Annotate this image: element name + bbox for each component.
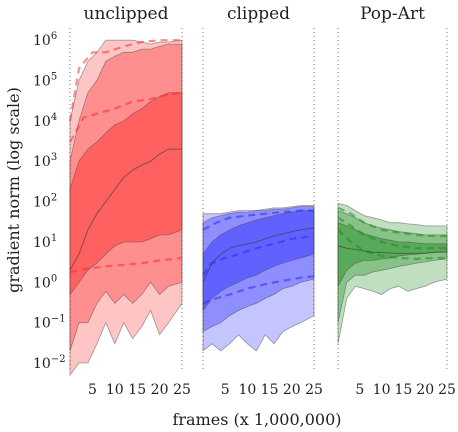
median-line xyxy=(69,148,182,271)
run-line-0 xyxy=(337,228,447,261)
y-tick-label: 106 xyxy=(33,31,57,49)
band-mid xyxy=(202,206,315,333)
y-tick-label: 10−2 xyxy=(33,354,66,372)
x-tick-label: 10 xyxy=(238,382,256,398)
x-tick-label: 25 xyxy=(305,382,323,398)
band-mid xyxy=(69,43,183,352)
x-tick-label: 10 xyxy=(106,382,124,398)
band-outer xyxy=(337,202,448,344)
run-line-2 xyxy=(337,206,447,238)
run-line-0 xyxy=(202,275,315,305)
band-inner xyxy=(69,92,183,296)
panel-title: Pop-Art xyxy=(360,4,425,24)
y-tick-label: 103 xyxy=(33,152,57,170)
panel-title: unclipped xyxy=(84,4,169,24)
run-line-1 xyxy=(337,216,447,250)
x-tick-label: 10 xyxy=(373,382,391,398)
panel-title: clipped xyxy=(227,4,290,24)
x-tick-label: 20 xyxy=(283,382,301,398)
x-tick-label: 5 xyxy=(221,382,230,398)
x-tick-label: 15 xyxy=(128,382,146,398)
ylabel: gradient norm (log scale) xyxy=(4,87,23,293)
x-tick-label: 25 xyxy=(173,382,191,398)
panel-2: Pop-Art xyxy=(337,4,448,372)
y-tick-label: 100 xyxy=(33,273,57,291)
xlabel: frames (x 1,000,000) xyxy=(172,410,341,429)
median-line xyxy=(202,227,315,283)
band-outer xyxy=(69,39,183,377)
x-tick-label: 15 xyxy=(261,382,279,398)
y-tick-label: 10−1 xyxy=(33,314,66,332)
y-tick-label: 104 xyxy=(33,112,57,130)
run-line-1 xyxy=(202,235,315,276)
median-line xyxy=(337,245,448,254)
x-tick-label: 5 xyxy=(355,382,364,398)
y-tick-label: 101 xyxy=(33,233,57,251)
band-inner xyxy=(202,210,315,312)
run-line-2 xyxy=(202,209,314,231)
x-tick-label: 20 xyxy=(151,382,169,398)
panel-0: unclipped xyxy=(68,4,183,377)
y-tick-label: 102 xyxy=(33,193,57,211)
x-tick-label: 25 xyxy=(438,382,456,398)
band-inner xyxy=(337,222,448,287)
y-tick-label: 105 xyxy=(33,72,57,90)
x-tick-label: 15 xyxy=(394,382,412,398)
panel-1: clipped xyxy=(202,4,315,372)
run-line-2 xyxy=(68,39,182,122)
x-tick-label: 20 xyxy=(416,382,434,398)
run-line-1 xyxy=(69,91,183,143)
x-tick-label: 5 xyxy=(88,382,97,398)
run-line-0 xyxy=(69,256,183,274)
